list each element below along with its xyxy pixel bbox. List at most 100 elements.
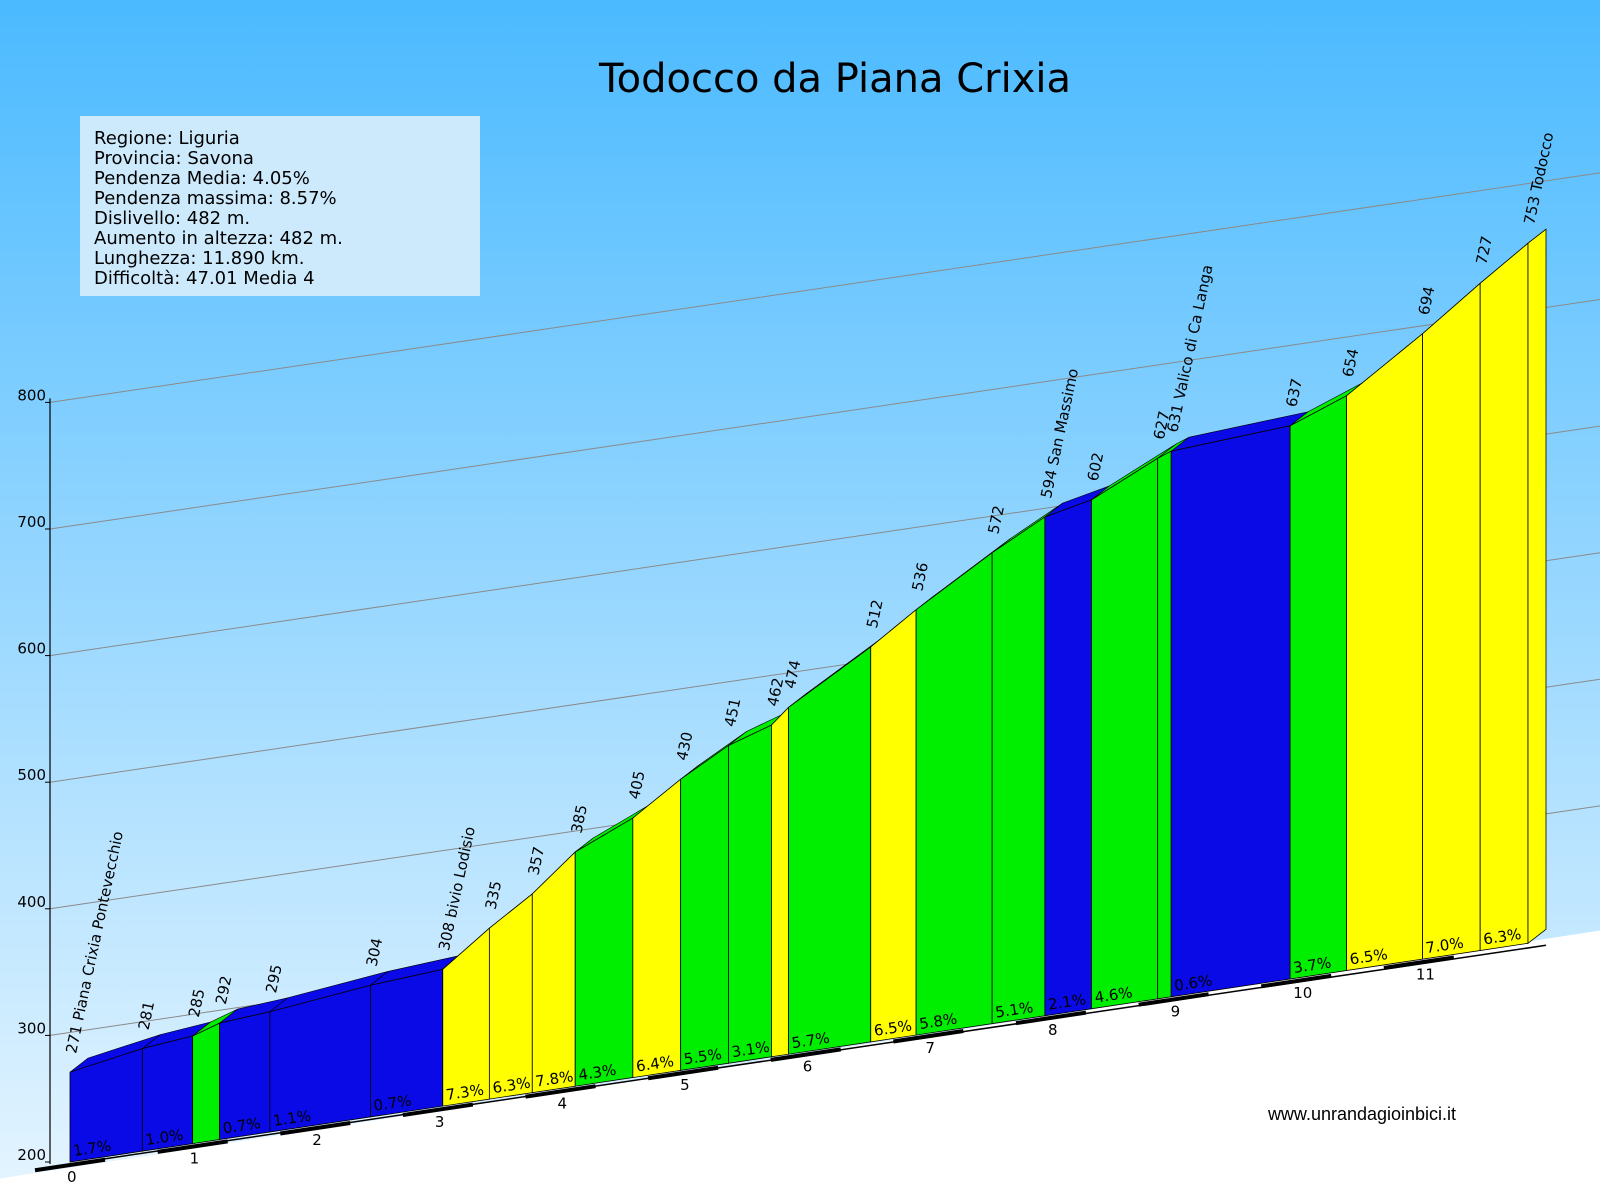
gradient-label: 0.7% bbox=[222, 1114, 262, 1137]
altitude-label: 285 bbox=[185, 987, 209, 1019]
segment-face bbox=[574, 817, 634, 1087]
km-tick-label: 9 bbox=[1171, 1002, 1181, 1020]
km-tick-label: 0 bbox=[67, 1168, 77, 1186]
altitude-label: 462 bbox=[764, 676, 788, 708]
segment-face bbox=[192, 1022, 221, 1145]
gradient-label: 0.7% bbox=[372, 1091, 412, 1114]
y-tick-label: 800 bbox=[17, 386, 46, 404]
altitude-label: 572 bbox=[984, 504, 1008, 536]
km-tick-label: 6 bbox=[803, 1058, 813, 1076]
segment-face bbox=[870, 608, 917, 1043]
gradient-label: 3.1% bbox=[730, 1038, 770, 1061]
altitude-label: 727 bbox=[1472, 234, 1496, 266]
gradient-label: 1.7% bbox=[72, 1137, 112, 1160]
altitude-label: 295 bbox=[262, 963, 286, 995]
info-box bbox=[80, 116, 480, 296]
info-line: Aumento in altezza: 482 m. bbox=[94, 228, 343, 249]
gradient-label: 4.3% bbox=[577, 1061, 617, 1084]
altitude-label: 385 bbox=[568, 803, 592, 835]
km-tick-bar bbox=[279, 1120, 351, 1136]
gradient-label: 6.3% bbox=[1482, 925, 1522, 948]
gradient-label: 5.7% bbox=[791, 1029, 831, 1052]
profile-segment: 5.5% bbox=[680, 731, 747, 1071]
km-tick-label: 3 bbox=[435, 1113, 445, 1131]
gradient-label: 6.4% bbox=[635, 1052, 675, 1075]
y-axis: 200 300 400 500 600 700 800 bbox=[17, 386, 51, 1164]
km-tick-bar bbox=[402, 1102, 474, 1118]
gradient-label: 5.8% bbox=[918, 1010, 958, 1033]
website-credit: www.unrandagioinbici.it bbox=[1267, 1104, 1456, 1124]
altitude-label: 405 bbox=[625, 769, 649, 801]
info-line: Lunghezza: 11.890 km. bbox=[94, 248, 305, 269]
info-line: Pendenza massima: 8.57% bbox=[94, 188, 337, 209]
km-tick-label: 2 bbox=[312, 1131, 322, 1149]
gradient-label: 7.8% bbox=[534, 1067, 574, 1090]
gradient-label: 6.5% bbox=[1348, 945, 1388, 968]
km-tick-bar bbox=[34, 1157, 106, 1173]
segment-face bbox=[1091, 457, 1159, 1010]
ground-plane bbox=[0, 930, 1600, 1200]
gradient-label: 5.1% bbox=[994, 998, 1034, 1021]
y-tick-label: 300 bbox=[17, 1019, 46, 1037]
profile-segment: 0.7% bbox=[219, 997, 289, 1141]
altitude-label: 430 bbox=[673, 730, 697, 762]
profile-segment: 7.0% bbox=[1422, 269, 1499, 960]
segment-face bbox=[1479, 242, 1529, 951]
segment-end bbox=[1527, 228, 1547, 945]
km-tick-bar bbox=[525, 1084, 596, 1099]
grid-line bbox=[49, 299, 1600, 530]
profile-segment: 5.8% bbox=[915, 538, 1011, 1036]
gradient-label: 0.6% bbox=[1173, 971, 1213, 994]
altitude-label: 304 bbox=[363, 936, 387, 968]
altitude-label: 335 bbox=[482, 879, 506, 911]
grid-line bbox=[49, 172, 1600, 403]
altitude-label: 536 bbox=[908, 561, 932, 593]
km-tick-label: 8 bbox=[1048, 1021, 1058, 1039]
segment-face bbox=[1044, 499, 1092, 1017]
gradient-label: 5.5% bbox=[683, 1045, 723, 1068]
km-tick-label: 1 bbox=[190, 1150, 200, 1168]
profile-segment: 6.3% bbox=[1479, 228, 1547, 951]
profile-segments: 1.7% 1.0% 0.7% 1.1%0.7% 7.3% 6.3% 7.8% 4.3% 6.4%… bbox=[69, 228, 1547, 1163]
gradient-label: 6.5% bbox=[873, 1016, 913, 1039]
segment-face bbox=[680, 744, 729, 1071]
gradient-label: 1.1% bbox=[272, 1107, 312, 1130]
segment-face bbox=[1170, 425, 1291, 998]
chart-title: Todocco da Piana Crixia bbox=[598, 56, 1071, 102]
km-tick-bar bbox=[157, 1139, 228, 1154]
profile-segment: 4.3% bbox=[574, 803, 652, 1087]
segment-face bbox=[771, 706, 789, 1058]
altitude-label: 637 bbox=[1282, 377, 1306, 409]
segment-face bbox=[488, 893, 533, 1100]
profile-segment: 0.6% bbox=[1170, 411, 1309, 998]
info-line: Difficoltà: 47.01 Media 4 bbox=[94, 268, 315, 289]
segment-face bbox=[728, 724, 772, 1064]
y-tick-label: 400 bbox=[17, 893, 46, 911]
gradient-label: 7.3% bbox=[445, 1081, 485, 1104]
gradient-label: 1.0% bbox=[144, 1126, 184, 1149]
info-line: Provincia: Savona bbox=[94, 148, 254, 169]
gradient-label: 6.3% bbox=[491, 1074, 531, 1097]
segment-face bbox=[1289, 395, 1347, 980]
altitude-label: 357 bbox=[525, 845, 549, 877]
y-tick-label: 200 bbox=[17, 1146, 46, 1164]
info-line: Dislivello: 482 m. bbox=[94, 208, 250, 229]
altitude-label: 654 bbox=[1339, 347, 1363, 379]
profile-segment: 1.1% bbox=[269, 970, 389, 1133]
altitude-label: 281 bbox=[135, 1000, 159, 1032]
profile-segment: 6.5% bbox=[1346, 319, 1441, 971]
altitude-label: 451 bbox=[721, 697, 745, 729]
km-tick-label: 4 bbox=[557, 1094, 567, 1112]
segment-face bbox=[632, 778, 682, 1079]
km-tick-bar bbox=[1138, 992, 1209, 1007]
gradient-label: 7.0% bbox=[1424, 934, 1464, 957]
km-tick-label: 10 bbox=[1293, 984, 1312, 1002]
info-line: Pendenza Media: 4.05% bbox=[94, 168, 310, 189]
km-tick-bar bbox=[647, 1065, 719, 1081]
km-tick-bar bbox=[1383, 955, 1455, 970]
altitude-label: 694 bbox=[1415, 285, 1439, 317]
km-tick-label: 7 bbox=[925, 1039, 935, 1057]
x-axis: 0 1 2 3 4 5 6 7 8 9 10 11 bbox=[34, 944, 1547, 1186]
